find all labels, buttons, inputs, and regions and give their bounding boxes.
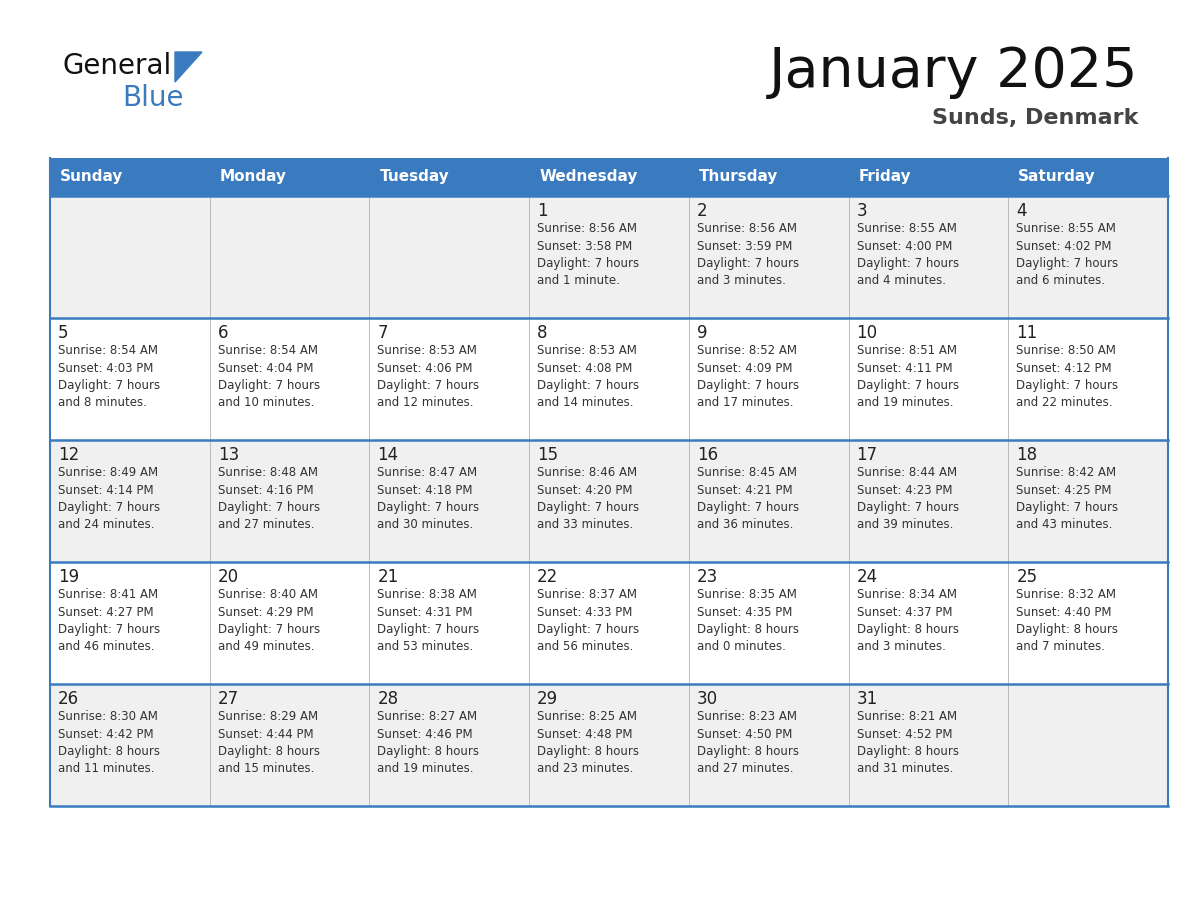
Text: 17: 17 (857, 446, 878, 464)
Text: 27: 27 (217, 690, 239, 708)
Polygon shape (175, 52, 202, 82)
Text: Sunrise: 8:55 AM
Sunset: 4:00 PM
Daylight: 7 hours
and 4 minutes.: Sunrise: 8:55 AM Sunset: 4:00 PM Dayligh… (857, 222, 959, 287)
Text: Sunday: Sunday (61, 170, 124, 185)
Text: Sunrise: 8:52 AM
Sunset: 4:09 PM
Daylight: 7 hours
and 17 minutes.: Sunrise: 8:52 AM Sunset: 4:09 PM Dayligh… (697, 344, 800, 409)
Text: 9: 9 (697, 324, 707, 342)
Text: 20: 20 (217, 568, 239, 586)
Text: Tuesday: Tuesday (379, 170, 449, 185)
Text: Sunrise: 8:53 AM
Sunset: 4:08 PM
Daylight: 7 hours
and 14 minutes.: Sunrise: 8:53 AM Sunset: 4:08 PM Dayligh… (537, 344, 639, 409)
Text: Sunrise: 8:29 AM
Sunset: 4:44 PM
Daylight: 8 hours
and 15 minutes.: Sunrise: 8:29 AM Sunset: 4:44 PM Dayligh… (217, 710, 320, 776)
Text: 19: 19 (58, 568, 80, 586)
Text: 31: 31 (857, 690, 878, 708)
Text: Sunrise: 8:23 AM
Sunset: 4:50 PM
Daylight: 8 hours
and 27 minutes.: Sunrise: 8:23 AM Sunset: 4:50 PM Dayligh… (697, 710, 798, 776)
Text: Sunrise: 8:50 AM
Sunset: 4:12 PM
Daylight: 7 hours
and 22 minutes.: Sunrise: 8:50 AM Sunset: 4:12 PM Dayligh… (1016, 344, 1118, 409)
Text: 22: 22 (537, 568, 558, 586)
Bar (50, 158, 1168, 196)
Text: Monday: Monday (220, 170, 286, 185)
Text: Sunrise: 8:55 AM
Sunset: 4:02 PM
Daylight: 7 hours
and 6 minutes.: Sunrise: 8:55 AM Sunset: 4:02 PM Dayligh… (1016, 222, 1118, 287)
Text: 4: 4 (1016, 202, 1026, 220)
Text: 21: 21 (378, 568, 399, 586)
Text: Wednesday: Wednesday (539, 170, 638, 185)
Text: Sunrise: 8:27 AM
Sunset: 4:46 PM
Daylight: 8 hours
and 19 minutes.: Sunrise: 8:27 AM Sunset: 4:46 PM Dayligh… (378, 710, 480, 776)
Text: 8: 8 (537, 324, 548, 342)
Text: 11: 11 (1016, 324, 1037, 342)
Bar (50, 318, 1168, 440)
Text: Saturday: Saturday (1018, 170, 1097, 185)
Text: Sunrise: 8:54 AM
Sunset: 4:03 PM
Daylight: 7 hours
and 8 minutes.: Sunrise: 8:54 AM Sunset: 4:03 PM Dayligh… (58, 344, 160, 409)
Text: Sunrise: 8:44 AM
Sunset: 4:23 PM
Daylight: 7 hours
and 39 minutes.: Sunrise: 8:44 AM Sunset: 4:23 PM Dayligh… (857, 466, 959, 532)
Text: Blue: Blue (122, 84, 183, 112)
Text: Sunrise: 8:56 AM
Sunset: 3:58 PM
Daylight: 7 hours
and 1 minute.: Sunrise: 8:56 AM Sunset: 3:58 PM Dayligh… (537, 222, 639, 287)
Text: Sunrise: 8:41 AM
Sunset: 4:27 PM
Daylight: 7 hours
and 46 minutes.: Sunrise: 8:41 AM Sunset: 4:27 PM Dayligh… (58, 588, 160, 654)
Text: 25: 25 (1016, 568, 1037, 586)
Text: 13: 13 (217, 446, 239, 464)
Text: 5: 5 (58, 324, 69, 342)
Text: 10: 10 (857, 324, 878, 342)
Text: Sunrise: 8:47 AM
Sunset: 4:18 PM
Daylight: 7 hours
and 30 minutes.: Sunrise: 8:47 AM Sunset: 4:18 PM Dayligh… (378, 466, 480, 532)
Text: Sunrise: 8:53 AM
Sunset: 4:06 PM
Daylight: 7 hours
and 12 minutes.: Sunrise: 8:53 AM Sunset: 4:06 PM Dayligh… (378, 344, 480, 409)
Text: 3: 3 (857, 202, 867, 220)
Bar (50, 684, 1168, 806)
Text: Sunrise: 8:48 AM
Sunset: 4:16 PM
Daylight: 7 hours
and 27 minutes.: Sunrise: 8:48 AM Sunset: 4:16 PM Dayligh… (217, 466, 320, 532)
Text: 24: 24 (857, 568, 878, 586)
Text: Sunrise: 8:32 AM
Sunset: 4:40 PM
Daylight: 8 hours
and 7 minutes.: Sunrise: 8:32 AM Sunset: 4:40 PM Dayligh… (1016, 588, 1118, 654)
Text: January 2025: January 2025 (769, 45, 1138, 99)
Text: Sunds, Denmark: Sunds, Denmark (931, 108, 1138, 128)
Text: 28: 28 (378, 690, 398, 708)
Text: Sunrise: 8:54 AM
Sunset: 4:04 PM
Daylight: 7 hours
and 10 minutes.: Sunrise: 8:54 AM Sunset: 4:04 PM Dayligh… (217, 344, 320, 409)
Text: Sunrise: 8:30 AM
Sunset: 4:42 PM
Daylight: 8 hours
and 11 minutes.: Sunrise: 8:30 AM Sunset: 4:42 PM Dayligh… (58, 710, 160, 776)
Text: Sunrise: 8:21 AM
Sunset: 4:52 PM
Daylight: 8 hours
and 31 minutes.: Sunrise: 8:21 AM Sunset: 4:52 PM Dayligh… (857, 710, 959, 776)
Text: 16: 16 (697, 446, 718, 464)
Text: Friday: Friday (859, 170, 911, 185)
Text: Sunrise: 8:56 AM
Sunset: 3:59 PM
Daylight: 7 hours
and 3 minutes.: Sunrise: 8:56 AM Sunset: 3:59 PM Dayligh… (697, 222, 800, 287)
Text: Sunrise: 8:25 AM
Sunset: 4:48 PM
Daylight: 8 hours
and 23 minutes.: Sunrise: 8:25 AM Sunset: 4:48 PM Dayligh… (537, 710, 639, 776)
Text: 14: 14 (378, 446, 398, 464)
Text: Sunrise: 8:46 AM
Sunset: 4:20 PM
Daylight: 7 hours
and 33 minutes.: Sunrise: 8:46 AM Sunset: 4:20 PM Dayligh… (537, 466, 639, 532)
Text: 2: 2 (697, 202, 708, 220)
Text: 1: 1 (537, 202, 548, 220)
Text: 7: 7 (378, 324, 388, 342)
Text: 12: 12 (58, 446, 80, 464)
Text: 15: 15 (537, 446, 558, 464)
Text: 30: 30 (697, 690, 718, 708)
Text: Sunrise: 8:51 AM
Sunset: 4:11 PM
Daylight: 7 hours
and 19 minutes.: Sunrise: 8:51 AM Sunset: 4:11 PM Dayligh… (857, 344, 959, 409)
Text: Sunrise: 8:34 AM
Sunset: 4:37 PM
Daylight: 8 hours
and 3 minutes.: Sunrise: 8:34 AM Sunset: 4:37 PM Dayligh… (857, 588, 959, 654)
Text: 23: 23 (697, 568, 718, 586)
Text: Sunrise: 8:45 AM
Sunset: 4:21 PM
Daylight: 7 hours
and 36 minutes.: Sunrise: 8:45 AM Sunset: 4:21 PM Dayligh… (697, 466, 800, 532)
Text: Sunrise: 8:35 AM
Sunset: 4:35 PM
Daylight: 8 hours
and 0 minutes.: Sunrise: 8:35 AM Sunset: 4:35 PM Dayligh… (697, 588, 798, 654)
Bar (50, 440, 1168, 562)
Text: 18: 18 (1016, 446, 1037, 464)
Text: Sunrise: 8:40 AM
Sunset: 4:29 PM
Daylight: 7 hours
and 49 minutes.: Sunrise: 8:40 AM Sunset: 4:29 PM Dayligh… (217, 588, 320, 654)
Text: Sunrise: 8:37 AM
Sunset: 4:33 PM
Daylight: 7 hours
and 56 minutes.: Sunrise: 8:37 AM Sunset: 4:33 PM Dayligh… (537, 588, 639, 654)
Bar (50, 196, 1168, 318)
Text: Sunrise: 8:38 AM
Sunset: 4:31 PM
Daylight: 7 hours
and 53 minutes.: Sunrise: 8:38 AM Sunset: 4:31 PM Dayligh… (378, 588, 480, 654)
Text: Thursday: Thursday (699, 170, 778, 185)
Text: 29: 29 (537, 690, 558, 708)
Text: General: General (62, 52, 171, 80)
Text: 6: 6 (217, 324, 228, 342)
Text: Sunrise: 8:49 AM
Sunset: 4:14 PM
Daylight: 7 hours
and 24 minutes.: Sunrise: 8:49 AM Sunset: 4:14 PM Dayligh… (58, 466, 160, 532)
Bar (50, 562, 1168, 684)
Text: Sunrise: 8:42 AM
Sunset: 4:25 PM
Daylight: 7 hours
and 43 minutes.: Sunrise: 8:42 AM Sunset: 4:25 PM Dayligh… (1016, 466, 1118, 532)
Text: 26: 26 (58, 690, 80, 708)
